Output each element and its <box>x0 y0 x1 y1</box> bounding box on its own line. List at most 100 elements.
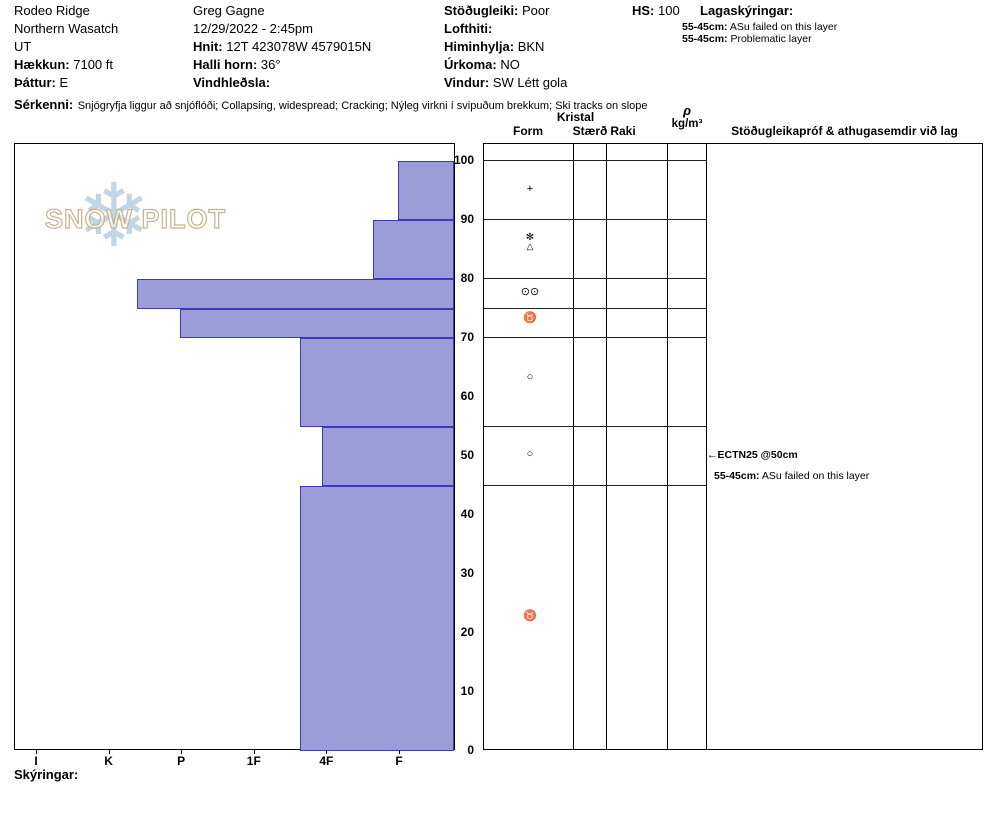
site-range: Northern Wasatch <box>14 21 119 36</box>
site-name: Rodeo Ridge <box>14 3 90 18</box>
snow-layer-bar <box>398 161 454 220</box>
layer-note-range: 55-45cm: <box>682 33 728 45</box>
depth-tick-label: 30 <box>460 566 474 580</box>
snow-layer-bar <box>180 308 454 338</box>
form-size-divider <box>573 144 574 749</box>
depth-tick-label: 10 <box>460 684 474 698</box>
snowflake-icon: ❄ <box>77 166 151 265</box>
snow-layer-bar <box>372 220 454 279</box>
layer-note-text: ASu failed on this layer <box>727 21 838 33</box>
precip-label: Úrkoma: <box>444 57 497 72</box>
annotation-text: ASu failed on this layer <box>759 469 870 482</box>
sky-label: Himinhylja: <box>444 39 515 54</box>
wetness-column-header: Raki <box>610 124 636 138</box>
depth-tick-label: 0 <box>467 743 474 757</box>
hardness-tick <box>326 750 328 754</box>
arrow-left-icon: ← <box>707 449 718 461</box>
density-column-panel <box>667 143 707 750</box>
sky-cover: Himinhylja: BKN <box>444 38 567 56</box>
depth-tick-label: 80 <box>460 271 474 285</box>
depth-axis-labels: 100 90 80 70 60 50 40 30 20 10 0 <box>450 143 477 757</box>
layer-annotation: 55-45cm: ASu failed on this layer <box>714 470 869 483</box>
slope-label: Halli horn: <box>193 57 258 72</box>
snow-layer-bar <box>136 279 454 309</box>
slope-angle: Halli horn: 36° <box>193 56 371 74</box>
windloading-label: Vindhleðsla: <box>193 75 271 90</box>
wind-value: SW Létt gola <box>489 75 568 90</box>
mixed-forms-symbol: ♉ <box>523 312 537 325</box>
special-remarks-label: Sérkenni: <box>14 97 74 112</box>
stability: Stöðugleiki: Poor <box>444 2 567 20</box>
site-aspect: Þáttur: E <box>14 74 118 92</box>
crystal-header: Kristal <box>556 110 595 124</box>
annotation-bold-text: 55-45cm: <box>714 469 760 482</box>
special-remarks-value: Snjógryfja liggur að snjóflóði; Collapsi… <box>77 100 648 112</box>
hardness-tick-label: K <box>104 754 113 768</box>
stability-label: Stöðugleiki: <box>444 3 519 18</box>
stability-value: Poor <box>518 3 550 18</box>
snow-layer-bar <box>300 485 454 751</box>
hardness-axis: I K P 1F 4F F <box>14 750 455 770</box>
hardness-tick <box>399 750 400 754</box>
hardness-tick <box>253 750 255 754</box>
coords-label: Hnit: <box>193 39 223 54</box>
size-column-header: Stærð <box>572 124 608 138</box>
layer-annotation: ←ECTN25 @50cm <box>707 449 798 462</box>
depth-tick-label: 40 <box>460 507 474 521</box>
density-symbol-header: ρ <box>683 103 691 118</box>
coords-value: 12T 423078W 4579015N <box>222 39 372 54</box>
site-info-column: Rodeo Ridge Northern Wasatch UT Hækkun: … <box>14 2 118 92</box>
aspect-label: Þáttur: <box>14 75 56 90</box>
slope-value: 36° <box>257 57 281 72</box>
annotation-bold-text: ECTN25 @50cm <box>717 449 798 461</box>
observation-datetime: 12/29/2022 - 2:45pm <box>193 21 313 36</box>
layer-notes-label: Lagaskýringar: <box>700 3 794 18</box>
form-column-header: Form <box>513 124 543 138</box>
air-temp: Lofthiti: <box>444 20 567 38</box>
comments-panel: ←ECTN25 @50cm 55-45cm: ASu failed on this… <box>706 143 983 750</box>
conditions-column: Stöðugleiki: Poor Lofthiti: Himinhylja: … <box>444 2 567 92</box>
special-remarks: Sérkenni: Snjógryfja liggur að snjóflóði… <box>14 96 648 114</box>
hardness-tick <box>108 750 110 754</box>
snow-height: HS: 100 <box>632 2 680 20</box>
stellar-graupel-symbol: ✻ △ <box>525 231 535 251</box>
aspect-value: E <box>55 75 69 90</box>
wind-label: Vindur: <box>444 75 490 90</box>
snowpilot-logo: ❄ SNOW PILOT <box>15 144 265 294</box>
elevation-label: Hækkun: <box>14 57 70 72</box>
layer-note: 55-45cm: ASu failed on this layer <box>682 21 837 33</box>
layer-notes-header: Lagaskýringar: <box>700 2 793 20</box>
site-elevation: Hækkun: 7100 ft <box>14 56 118 74</box>
site-state: UT <box>14 39 32 54</box>
hs-value: 100 <box>658 3 680 18</box>
depth-tick-label: 50 <box>460 448 474 462</box>
hardness-tick-label: I <box>34 754 38 768</box>
hardness-profile-panel: ❄ SNOW PILOT <box>14 143 455 751</box>
hs-label: HS: <box>632 3 655 18</box>
sky-value: BKN <box>514 39 545 54</box>
hardness-tick-label: P <box>177 754 186 768</box>
rimed-cluster-symbol: ⊙⊙ <box>520 285 540 298</box>
size-wetness-divider <box>606 144 607 749</box>
precip-value: NO <box>496 57 520 72</box>
logo-text: SNOW PILOT <box>44 203 226 234</box>
observer-name: Greg Gagne <box>193 3 265 18</box>
depth-tick-label: 60 <box>460 389 474 403</box>
hardness-tick <box>36 750 37 754</box>
precipitation-particles-symbol: + <box>526 182 534 195</box>
layer-note-range: 55-45cm: <box>682 21 728 33</box>
precipitation: Úrkoma: NO <box>444 56 567 74</box>
depth-tick-label: 20 <box>460 625 474 639</box>
crystal-columns-panel: + ✻ △ ⊙⊙ ♉ ○ ○ ♉ <box>483 143 668 750</box>
wind: Vindur: SW Létt gola <box>444 74 567 92</box>
airtemp-label: Lofthiti: <box>444 21 493 36</box>
layer-note-text: Problematic layer <box>727 33 812 45</box>
layer-notes-list: 55-45cm: ASu failed on this layer 55-45c… <box>682 21 837 45</box>
coordinates: Hnit: 12T 423078W 4579015N <box>193 38 371 56</box>
snow-layer-bar <box>321 426 454 486</box>
comments-column-header: Stöðugleikapróf & athugasemdir við lag <box>731 124 958 138</box>
hardness-tick-label: 1F <box>246 754 261 768</box>
hardness-tick-label: 4F <box>319 754 334 768</box>
hardness-tick-label: F <box>395 754 403 768</box>
hardness-tick <box>181 750 183 754</box>
